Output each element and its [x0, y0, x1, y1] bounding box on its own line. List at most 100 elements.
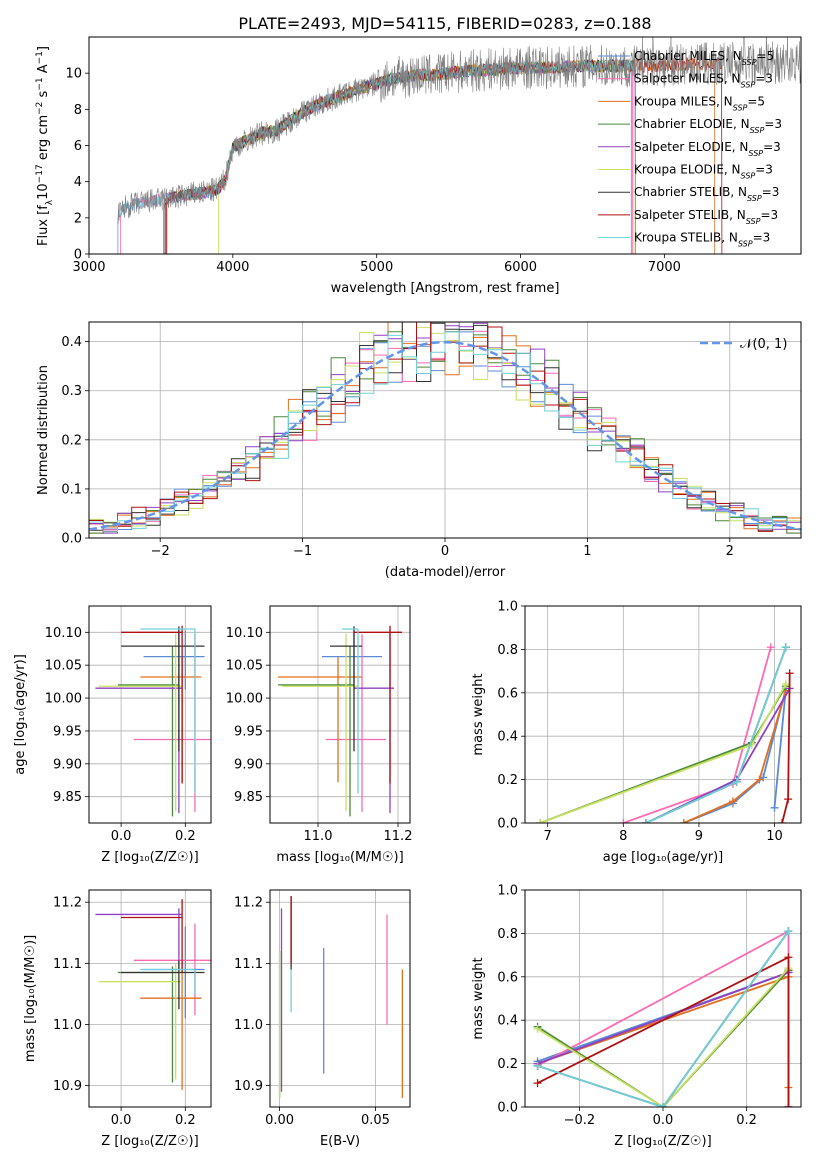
legend-label-kroupa-miles: Kroupa MILES, NSSP=5	[634, 94, 765, 112]
x-tick-label: 5000	[360, 260, 393, 275]
weight-line	[537, 969, 790, 1107]
y-tick-label: 0.1	[61, 482, 82, 497]
axes-frame	[524, 605, 802, 824]
y-tick-label: 10	[65, 67, 82, 82]
legend-label-chabrier-miles: Chabrier MILES, NSSP=5	[634, 49, 774, 67]
weight-marker	[619, 819, 628, 823]
data-spectrum	[117, 37, 801, 224]
weight-marker	[732, 777, 741, 786]
panel-weight_vs_age: 7 8 9 10 0.0 0.2 0.4 0.6 0.8 1.0 age [log₁₀(age/yr…	[471, 600, 802, 865]
weight-line	[537, 967, 790, 1107]
errorbar-kroupa-stelib	[140, 968, 196, 994]
weight-line	[645, 646, 787, 823]
y-axis-label: age [log₁₀(age/yr)]	[13, 654, 28, 775]
y-tick-label: 0.6	[497, 970, 518, 985]
errorbar-chabrier-miles	[322, 630, 382, 690]
x-axis-label: E(B-V)	[320, 1134, 360, 1149]
legend-label-salpeter-miles: Salpeter MILES, NSSP=3	[634, 72, 773, 90]
weight-series-kroupa-stelib	[641, 643, 790, 823]
figure-title: PLATE=2493, MJD=54115, FIBERID=0283, z=0…	[238, 14, 651, 33]
x-tick-label: −2	[151, 544, 170, 559]
y-tick-label: 10.10	[226, 626, 263, 641]
x-axis-label: age [log₁₀(age/yr)]	[603, 850, 724, 865]
x-tick-label: 6000	[504, 260, 537, 275]
axes-frame	[524, 889, 802, 1108]
y-tick-label: 0.6	[497, 686, 518, 701]
y-tick-label: 10.00	[226, 692, 263, 707]
plot-area	[533, 927, 793, 1107]
errorbar-chabrier-stelib	[121, 960, 205, 1010]
y-tick-label: 1.0	[497, 884, 518, 899]
errorbar-salpeter-stelib	[121, 899, 183, 973]
x-axis-label: wavelength [Angstrom, rest frame]	[331, 281, 560, 296]
weight-marker	[781, 680, 790, 689]
weight-series-chabrier-stelib	[641, 643, 790, 823]
y-tick-label: 10.05	[45, 659, 82, 674]
weight-marker	[536, 819, 545, 823]
x-tick-label: 0	[441, 544, 449, 559]
weight-marker	[755, 775, 764, 784]
panel-spectrum: 3000 4000 5000 6000 7000 0 2 4 6 8 10 wavelength [A…	[35, 36, 802, 296]
y-tick-label: 0.3	[61, 384, 82, 399]
legend-label-chabrier-stelib: Chabrier STELIB, NSSP=3	[634, 185, 779, 203]
x-tick-label: 0.05	[361, 1113, 390, 1128]
legend-label-salpeter-stelib: Salpeter STELIB, NSSP=3	[634, 208, 778, 226]
y-axis-label: mass weight	[471, 673, 486, 755]
axes-frame	[88, 321, 802, 539]
y-tick-label: 11.0	[234, 1018, 263, 1033]
weight-marker	[781, 643, 790, 652]
weight-line	[539, 685, 787, 823]
panel-mass_vs_ebv: 0.00 0.05 10.9 11.0 11.1 11.2 E(B-V)	[234, 889, 411, 1149]
y-tick-label: 0.0	[61, 532, 82, 547]
y-tick-label: 10.9	[53, 1079, 82, 1094]
weight-marker	[533, 1024, 542, 1033]
x-tick-label: 7	[544, 829, 552, 844]
y-tick-label: 9.90	[234, 757, 263, 772]
y-tick-label: 9.90	[53, 757, 82, 772]
y-tick-label: 11.0	[53, 1018, 82, 1033]
y-tick-label: 8	[74, 103, 82, 118]
x-tick-label: 0.0	[111, 829, 132, 844]
y-tick-label: 0.2	[61, 433, 82, 448]
y-tick-label: 9.85	[53, 790, 82, 805]
weight-marker	[533, 1079, 542, 1088]
y-tick-label: 9.95	[53, 724, 82, 739]
y-tick-label: 0.0	[497, 1101, 518, 1116]
errorbar-kroupa-miles	[140, 961, 202, 1090]
x-axis-label: Z [log₁₀(Z/Z☉)]	[101, 850, 198, 865]
weight-line	[539, 683, 787, 823]
x-tick-label: 11.2	[384, 829, 413, 844]
weight-marker	[770, 803, 779, 812]
x-tick-label: −0.2	[564, 1113, 596, 1128]
y-tick-label: 11.1	[234, 957, 263, 972]
y-tick-label: 0.4	[497, 1014, 518, 1029]
panel-residual_hist: −2 −1 0 1 2 0.0 0.1 0.2 0.3 0.4 (data-model)/error…	[36, 321, 802, 580]
errorbar-salpeter-miles	[326, 634, 386, 812]
y-tick-label: 11.1	[53, 957, 82, 972]
y-tick-label: 9.85	[234, 790, 263, 805]
weight-marker	[784, 1103, 793, 1107]
model-spectrum-kroupa-elodie	[218, 59, 635, 254]
axes-frame	[269, 889, 411, 1108]
y-tick-label: 11.2	[234, 896, 263, 911]
weight-line	[622, 646, 772, 823]
weight-line	[537, 930, 790, 1107]
panel-age_vs_mass: 11.0 11.2 9.85 9.90 9.95 10.00 10.05 10.10 mass …	[226, 605, 413, 865]
x-tick-label: 11.0	[304, 829, 333, 844]
y-axis-label: Normed distribution	[36, 365, 51, 495]
weight-marker	[778, 819, 787, 823]
x-tick-label: 7000	[648, 260, 681, 275]
y-tick-label: 0.2	[497, 1057, 518, 1072]
legend-label-normal: 𝒩(0, 1)	[740, 337, 787, 352]
x-tick-label: 9	[695, 829, 703, 844]
y-tick-label: 0.2	[497, 773, 518, 788]
x-tick-label: 0.2	[175, 829, 196, 844]
x-tick-label: 0.0	[653, 1113, 674, 1128]
x-axis-label: Z [log₁₀(Z/Z☉)]	[101, 1134, 198, 1149]
weight-marker	[728, 797, 737, 806]
weight-marker	[659, 1103, 667, 1107]
y-tick-label: 0.8	[497, 643, 518, 658]
weight-series-salpeter-stelib	[533, 953, 793, 1107]
model-spectrum-chabrier-stelib	[164, 58, 636, 254]
errorbar-chabrier-elodie	[278, 645, 354, 817]
